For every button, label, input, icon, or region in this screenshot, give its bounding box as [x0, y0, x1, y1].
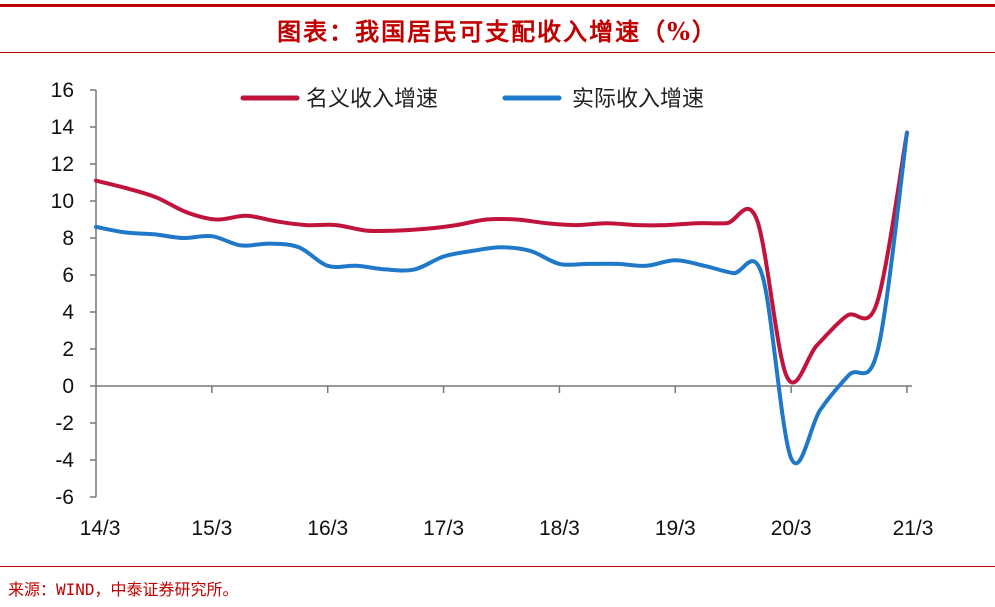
y-tick-label: 12 [51, 153, 74, 176]
y-tick-label: 2 [62, 338, 74, 361]
title-bottom-rule [0, 52, 995, 53]
x-tick-label: 17/3 [423, 517, 464, 540]
y-tick-label: -4 [55, 449, 74, 472]
x-tick-label: 19/3 [655, 517, 696, 540]
line-chart: 16 14 12 10 8 6 4 2 0 -2 -4 -6 14/3 15/3 16/3 17/3 18/3 1… [51, 79, 934, 540]
legend-label-0: 名义收入增速 [306, 87, 438, 112]
x-tick-label: 20/3 [771, 517, 812, 540]
y-tick-label: 14 [51, 116, 75, 139]
y-tick-label: -2 [55, 412, 74, 435]
series-line-1 [94, 130, 909, 466]
y-tick-label: 10 [51, 190, 74, 213]
title-top-rule [0, 4, 995, 7]
y-tick-label: 0 [62, 375, 74, 398]
series-line-0 [94, 130, 909, 385]
title-bar: 图表：我国居民可支配收入增速（%） [0, 0, 995, 53]
source-note: 来源：WIND，中泰证券研究所。 [8, 580, 239, 599]
x-tick-label: 21/3 [893, 517, 934, 540]
chart-title: 图表：我国居民可支配收入增速（%） [277, 17, 718, 46]
x-tick-label: 15/3 [191, 517, 232, 540]
y-tick-label: 16 [51, 79, 74, 102]
y-tick-label: 4 [62, 301, 74, 324]
y-tick-label: 6 [62, 264, 74, 287]
footer-rule [0, 566, 995, 567]
legend-label-1: 实际收入增速 [572, 87, 704, 112]
x-tick-label: 18/3 [539, 517, 580, 540]
x-tick-label: 14/3 [80, 517, 121, 540]
y-tick-label: -6 [55, 486, 74, 509]
y-tick-label: 8 [62, 227, 74, 250]
x-tick-label: 16/3 [307, 517, 348, 540]
